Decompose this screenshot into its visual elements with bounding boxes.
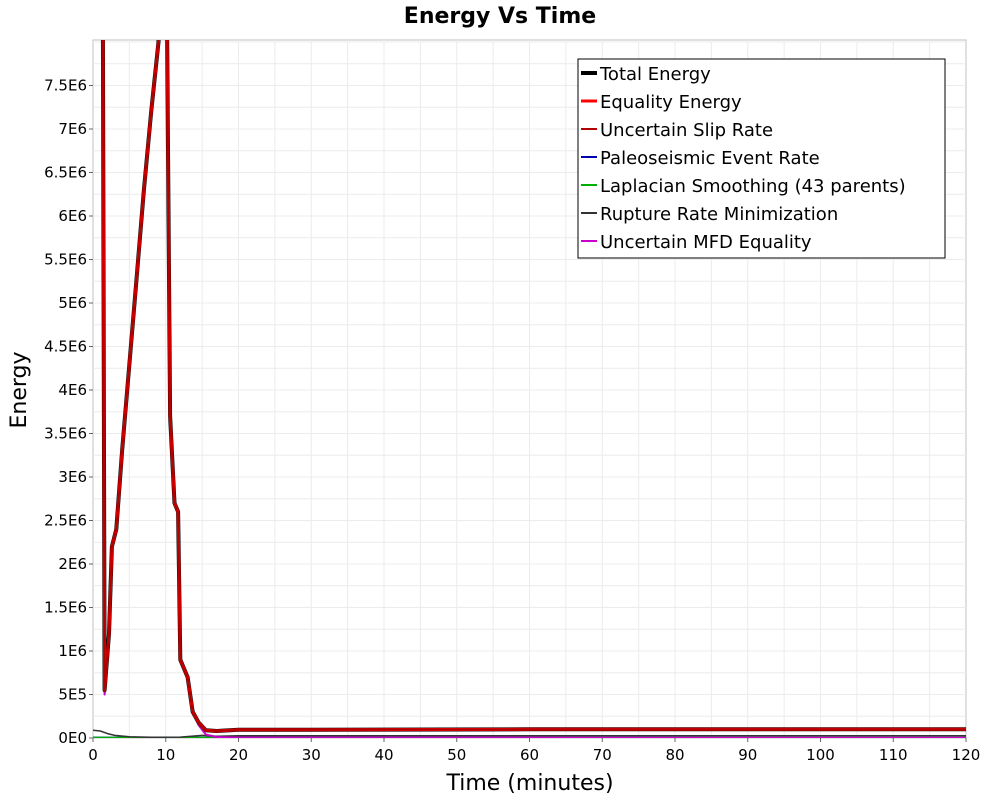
x-axis-ticks: 0 10 20 30 40 50 60 70 80 90 100 110 120 xyxy=(88,738,980,764)
y-tick-label: 2.5E6 xyxy=(44,512,87,530)
series-lines xyxy=(93,40,966,738)
y-tick-label: 1E6 xyxy=(58,642,87,660)
legend-label: Equality Energy xyxy=(600,92,742,113)
x-tick-label: 10 xyxy=(156,746,175,764)
y-tick-label: 3E6 xyxy=(58,468,87,486)
y-tick-label: 5E6 xyxy=(58,294,87,312)
chart-title: Energy Vs Time xyxy=(404,4,596,29)
y-tick-label: 1.5E6 xyxy=(44,599,87,617)
y-tick-label: 7.5E6 xyxy=(44,77,87,95)
x-tick-label: 80 xyxy=(665,746,684,764)
y-tick-label: 2E6 xyxy=(58,555,87,573)
legend-box xyxy=(577,58,946,259)
y-tick-label: 3.5E6 xyxy=(44,425,87,443)
legend-label: Paleoseismic Event Rate xyxy=(600,148,820,169)
x-tick-label: 0 xyxy=(88,746,98,764)
y-tick-label: 6.5E6 xyxy=(44,164,87,182)
legend-label: Uncertain Slip Rate xyxy=(600,120,773,141)
x-tick-label: 90 xyxy=(738,746,757,764)
x-tick-label: 100 xyxy=(806,746,835,764)
x-tick-label: 50 xyxy=(447,746,466,764)
x-axis-label: Time (minutes) xyxy=(445,771,613,796)
legend-label: Laplacian Smoothing (43 parents) xyxy=(600,176,906,197)
y-tick-label: 4.5E6 xyxy=(44,338,87,356)
x-tick-label: 60 xyxy=(520,746,539,764)
y-axis-ticks: 0E0 5E5 1E6 1.5E6 2E6 2.5E6 3E6 3.5E6 4E6 4.5E6 5E… xyxy=(44,77,93,747)
y-axis-label: Energy xyxy=(7,351,32,428)
x-tick-label: 70 xyxy=(593,746,612,764)
legend-label: Rupture Rate Minimization xyxy=(600,204,838,225)
x-tick-label: 30 xyxy=(302,746,321,764)
y-tick-label: 5E5 xyxy=(58,686,87,704)
y-tick-label: 5.5E6 xyxy=(44,251,87,269)
series-line-5 xyxy=(93,729,966,738)
series-line-2 xyxy=(101,40,966,732)
grid-lines xyxy=(93,40,966,738)
x-tick-label: 120 xyxy=(952,746,981,764)
x-tick-label: 40 xyxy=(374,746,393,764)
x-tick-label: 20 xyxy=(229,746,248,764)
y-tick-label: 6E6 xyxy=(58,207,87,225)
legend-label: Uncertain MFD Equality xyxy=(600,232,812,253)
legend: Total Energy Equality Energy Uncertain Sli… xyxy=(577,58,946,259)
y-tick-label: 4E6 xyxy=(58,381,87,399)
legend-label: Total Energy xyxy=(599,64,711,85)
y-tick-label: 0E0 xyxy=(58,729,87,747)
x-tick-label: 110 xyxy=(879,746,908,764)
y-tick-label: 7E6 xyxy=(58,120,87,138)
